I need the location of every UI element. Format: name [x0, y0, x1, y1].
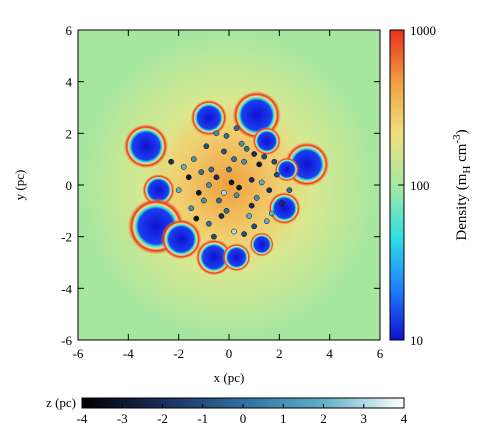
star-point	[261, 153, 268, 160]
y-tick-label: 2	[66, 126, 73, 141]
star-point	[193, 215, 200, 222]
density-hole	[274, 157, 300, 182]
star-point	[246, 213, 252, 219]
star-point	[248, 202, 255, 209]
colorbar-label-part: H	[461, 166, 473, 174]
star-point	[190, 156, 197, 163]
star-point	[273, 171, 280, 178]
star-point	[241, 158, 247, 165]
star-point	[231, 156, 237, 163]
star-point	[226, 166, 232, 173]
z-tick-label: -1	[197, 411, 208, 426]
density-hole	[249, 232, 274, 257]
star-point	[206, 182, 212, 188]
colorbar-label-part: cm	[454, 143, 470, 165]
x-tick-label: 4	[326, 346, 333, 361]
density-hole	[268, 192, 301, 225]
star-point	[266, 187, 273, 194]
colorbar-tick-label: 10	[410, 333, 423, 348]
z-tick-label: 0	[240, 411, 247, 426]
star-point	[180, 164, 187, 170]
z-tick-label: 3	[361, 411, 368, 426]
z-colorbar-label: z (pc)	[46, 395, 76, 410]
star-point	[248, 176, 255, 183]
colorbar-label-part: )	[454, 129, 470, 134]
density-hole	[190, 99, 228, 137]
star-point	[268, 210, 275, 217]
star-point	[236, 184, 242, 191]
density-hole	[160, 218, 202, 260]
z-tick-label: -3	[117, 411, 128, 426]
star-point	[286, 187, 293, 194]
y-tick-label: 4	[66, 75, 73, 90]
star-point	[223, 207, 230, 214]
x-tick-label: -4	[123, 346, 134, 361]
z-tick-label: -4	[77, 411, 88, 426]
plot-area	[78, 30, 380, 340]
star-point	[251, 223, 258, 230]
star-point	[241, 231, 247, 237]
star-point	[256, 161, 263, 168]
star-point	[238, 140, 245, 147]
star-point	[233, 192, 240, 199]
density-hole	[123, 123, 169, 169]
star-point	[218, 213, 225, 219]
colorbar-tick-label: 1000	[410, 23, 436, 38]
star-point	[213, 174, 220, 181]
x-tick-label: -2	[173, 346, 184, 361]
density-hole	[195, 239, 233, 276]
star-point	[203, 143, 210, 150]
y-tick-label: -6	[61, 333, 72, 348]
z-tick-label: 2	[320, 411, 327, 426]
z-tick-label: 1	[280, 411, 287, 426]
star-point	[233, 125, 240, 132]
star-point	[221, 189, 227, 196]
y-tick-label: 0	[66, 178, 73, 193]
y-tick-label: -2	[61, 230, 72, 245]
colorbar-label: Density (mH cm-3)	[451, 129, 473, 240]
star-point	[213, 130, 220, 137]
y-tick-label: -4	[61, 281, 72, 296]
star-point	[200, 197, 207, 204]
y-axis-label: y (pc)	[12, 170, 27, 201]
star-point	[231, 228, 237, 235]
star-point	[223, 133, 230, 139]
density-hole	[252, 126, 281, 156]
star-point	[279, 200, 285, 206]
star-point	[216, 197, 222, 204]
x-tick-label: 2	[276, 346, 283, 361]
star-point	[243, 145, 250, 152]
star-point	[253, 195, 260, 201]
density-field	[78, 30, 380, 340]
star-point	[211, 233, 217, 240]
star-point	[228, 179, 235, 186]
colorbar-label-part: Density (m	[454, 173, 470, 240]
x-axis-label: x (pc)	[214, 370, 245, 385]
colorbar-tick-label: 100	[410, 178, 430, 193]
star-point	[175, 187, 182, 194]
star-point	[168, 158, 174, 165]
star-point	[263, 218, 270, 225]
x-tick-label: -6	[73, 346, 84, 361]
y-tick-label: 6	[66, 23, 73, 38]
z-tick-label: 4	[401, 411, 408, 426]
star-point	[221, 148, 227, 155]
star-point	[198, 169, 205, 175]
star-point	[188, 205, 195, 212]
density-hole	[142, 173, 175, 207]
colorbar-label-part: -3	[451, 134, 463, 144]
star-point	[195, 189, 202, 196]
star-point	[258, 179, 265, 186]
star-point	[208, 166, 215, 173]
star-point	[271, 158, 278, 165]
x-tick-label: 0	[226, 346, 233, 361]
z-tick-label: -2	[157, 411, 168, 426]
star-point	[251, 151, 258, 157]
density-hole	[222, 243, 251, 272]
x-tick-label: 6	[377, 346, 384, 361]
star-point	[206, 220, 212, 227]
star-point	[185, 174, 192, 181]
